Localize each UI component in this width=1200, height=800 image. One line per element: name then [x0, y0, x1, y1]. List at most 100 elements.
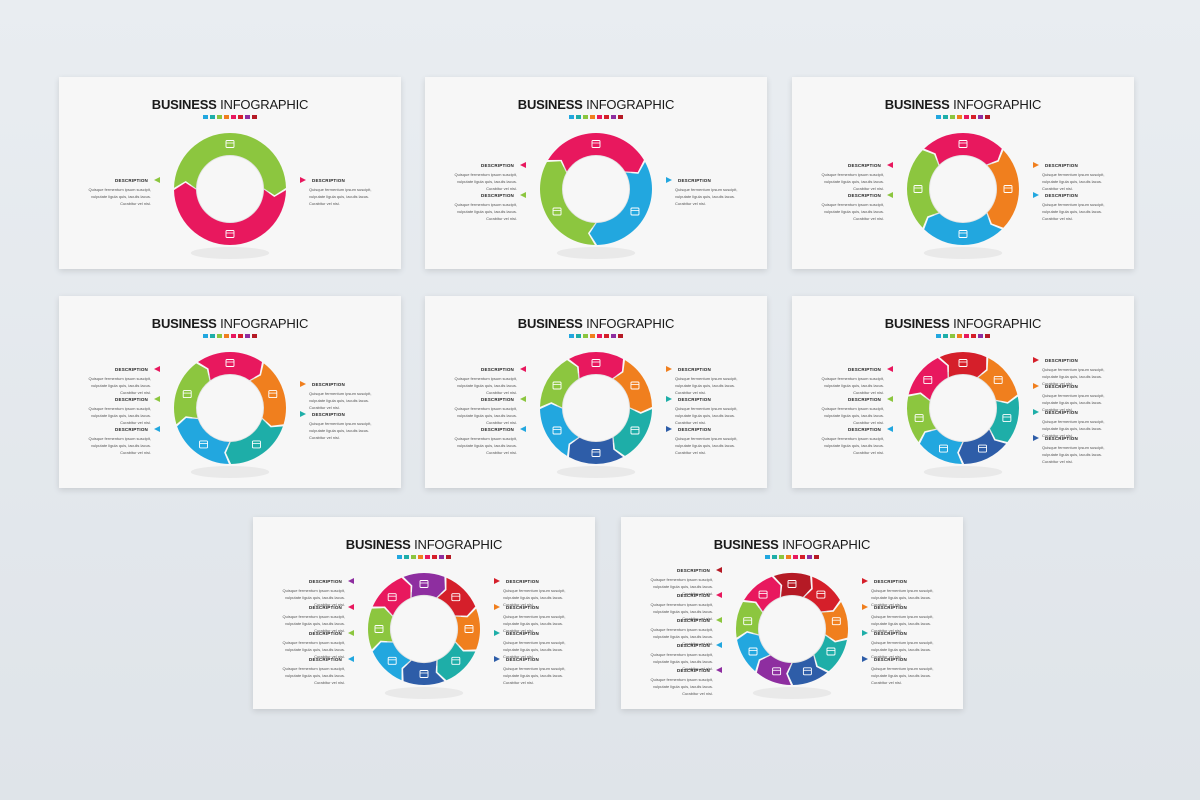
slide-thumbnail[interactable]: BUSINESS INFOGRAPHIC DESCRIPTION Quisque f… — [425, 77, 767, 269]
description-item: DESCRIPTION Quisque fermentum ipsum susci… — [264, 578, 354, 608]
description-text: Quisque fermentum ipsum suscipit, vulputa… — [821, 406, 884, 425]
cycle-segment — [907, 150, 939, 228]
swatch — [985, 334, 990, 338]
swatch — [950, 334, 955, 338]
slide-thumbnail[interactable]: BUSINESS INFOGRAPHIC DESCRIPTION Quisque f… — [253, 517, 595, 709]
description-label: DESCRIPTION — [1045, 383, 1078, 389]
grid-icon — [923, 375, 933, 384]
bank-icon — [552, 426, 562, 435]
inner-ring — [753, 590, 831, 668]
description-label: DESCRIPTION — [677, 592, 710, 598]
box-icon — [743, 617, 753, 626]
slide-thumbnail[interactable]: BUSINESS INFOGRAPHIC DESCRIPTION Quisque f… — [621, 517, 963, 709]
marker-triangle — [494, 604, 500, 610]
swatch — [597, 115, 602, 119]
description-text: Quisque fermentum ipsum suscipit, vulputa… — [650, 627, 713, 646]
slide-thumbnail[interactable]: BUSINESS INFOGRAPHIC DESCRIPTION Quisque f… — [59, 77, 401, 269]
chart-icon — [591, 449, 601, 457]
slide-thumbnail[interactable]: BUSINESS INFOGRAPHIC DESCRIPTION Quisque f… — [792, 77, 1134, 269]
swatch — [985, 115, 990, 119]
marker-triangle — [887, 192, 893, 198]
description-text: Quisque fermentum ipsum suscipit, vulputa… — [821, 436, 884, 455]
grid-icon — [787, 580, 797, 588]
description-item: DESCRIPTION Quisque fermentum ipsum susci… — [632, 567, 722, 597]
slide-thumbnail[interactable]: BUSINESS INFOGRAPHIC DESCRIPTION Quisque f… — [59, 296, 401, 488]
diamond-icon — [225, 230, 235, 238]
title-bold: BUSINESS — [884, 316, 950, 331]
swatch — [618, 115, 623, 119]
cycle-segment — [568, 437, 624, 464]
cycle-segment — [197, 352, 263, 381]
description-label: DESCRIPTION — [874, 578, 907, 584]
description-item: DESCRIPTION Quisque fermentum ipsum susci… — [666, 177, 756, 207]
grid-icon — [958, 140, 968, 148]
ring-reflection — [190, 247, 270, 259]
description-item: DESCRIPTION Quisque fermentum ipsum susci… — [70, 396, 160, 426]
slide-title: BUSINESS INFOGRAPHIC — [425, 97, 767, 112]
cycle-segment — [403, 573, 445, 598]
marker-triangle — [520, 192, 526, 198]
marker-triangle — [1033, 192, 1039, 198]
lock-icon — [978, 444, 987, 453]
cycle-segment — [403, 660, 445, 685]
marker-triangle — [154, 396, 160, 402]
swatch — [943, 334, 948, 338]
description-label: DESCRIPTION — [312, 177, 345, 183]
ring-reflection — [556, 247, 636, 259]
description-text: Quisque fermentum ipsum suscipit, vulputa… — [282, 666, 345, 685]
marker-triangle — [666, 396, 672, 402]
description-text: Quisque fermentum ipsum suscipit, vulputa… — [503, 640, 566, 659]
title-regular: INFOGRAPHIC — [953, 316, 1042, 331]
slide-thumbnail[interactable]: BUSINESS INFOGRAPHIC DESCRIPTION Quisque f… — [792, 296, 1134, 488]
home-icon — [772, 667, 782, 676]
marker-triangle — [1033, 435, 1039, 441]
description-label: DESCRIPTION — [506, 630, 539, 636]
description-text: Quisque fermentum ipsum suscipit, vulputa… — [309, 391, 372, 410]
marker-triangle — [887, 366, 893, 372]
description-text: Quisque fermentum ipsum suscipit, vulputa… — [88, 436, 151, 455]
title-regular: INFOGRAPHIC — [953, 97, 1042, 112]
description-label: DESCRIPTION — [481, 162, 514, 168]
description-item: DESCRIPTION Quisque fermentum ipsum susci… — [632, 617, 722, 647]
marker-triangle — [520, 366, 526, 372]
box-icon — [387, 593, 397, 602]
slide-title: BUSINESS INFOGRAPHIC — [59, 316, 401, 331]
description-text: Quisque fermentum ipsum suscipit, vulputa… — [871, 666, 934, 685]
swatch — [964, 115, 969, 119]
slide-thumbnail[interactable]: BUSINESS INFOGRAPHIC DESCRIPTION Quisque f… — [425, 296, 767, 488]
chart-icon — [914, 414, 924, 422]
description-label: DESCRIPTION — [309, 604, 342, 610]
description-text: Quisque fermentum ipsum suscipit, vulputa… — [675, 436, 738, 455]
cycle-segment — [177, 418, 230, 464]
description-text: Quisque fermentum ipsum suscipit, vulputa… — [675, 406, 738, 425]
description-item: DESCRIPTION Quisque fermentum ipsum susci… — [1033, 192, 1123, 222]
swatch — [936, 115, 941, 119]
description-label: DESCRIPTION — [678, 396, 711, 402]
marker-triangle — [494, 656, 500, 662]
marker-triangle — [862, 604, 868, 610]
swatch — [957, 115, 962, 119]
cycle-segment — [548, 132, 644, 173]
ring-reflection — [752, 687, 832, 699]
marker-triangle — [1033, 357, 1039, 363]
swatch — [604, 115, 609, 119]
inner-ring — [385, 590, 463, 668]
grid-icon — [225, 359, 235, 367]
description-text: Quisque fermentum ipsum suscipit, vulputa… — [503, 666, 566, 685]
lock-icon — [419, 670, 429, 678]
swatch — [950, 115, 955, 119]
cycle-segment — [804, 576, 840, 612]
swatch — [252, 334, 257, 338]
color-swatches — [59, 334, 401, 338]
marker-triangle — [666, 426, 672, 432]
cycle-segment — [907, 394, 936, 443]
description-text: Quisque fermentum ipsum suscipit, vulputa… — [454, 202, 517, 221]
table-icon — [748, 647, 758, 656]
title-bold: BUSINESS — [517, 97, 583, 112]
grid-icon — [591, 359, 601, 367]
swatch — [814, 555, 819, 559]
cycle-segment — [978, 358, 1018, 402]
marker-triangle — [1033, 162, 1039, 168]
description-item: DESCRIPTION Quisque fermentum ipsum susci… — [70, 366, 160, 396]
swatch — [569, 115, 574, 119]
